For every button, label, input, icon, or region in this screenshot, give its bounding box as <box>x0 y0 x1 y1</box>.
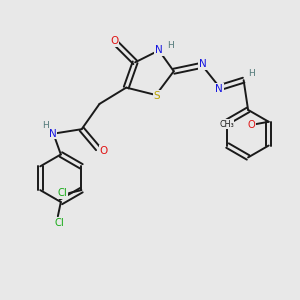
Text: N: N <box>199 59 206 69</box>
Text: N: N <box>155 45 163 56</box>
Text: O: O <box>248 120 256 130</box>
Text: Cl: Cl <box>58 188 67 198</box>
Text: H: H <box>249 69 255 78</box>
Text: N: N <box>49 129 57 139</box>
Text: O: O <box>110 36 118 46</box>
Text: H: H <box>42 122 49 130</box>
Text: Cl: Cl <box>55 218 64 228</box>
Text: H: H <box>167 40 174 50</box>
Text: CH₃: CH₃ <box>219 120 234 129</box>
Text: N: N <box>215 84 223 94</box>
Text: S: S <box>154 91 160 101</box>
Text: O: O <box>100 146 108 156</box>
